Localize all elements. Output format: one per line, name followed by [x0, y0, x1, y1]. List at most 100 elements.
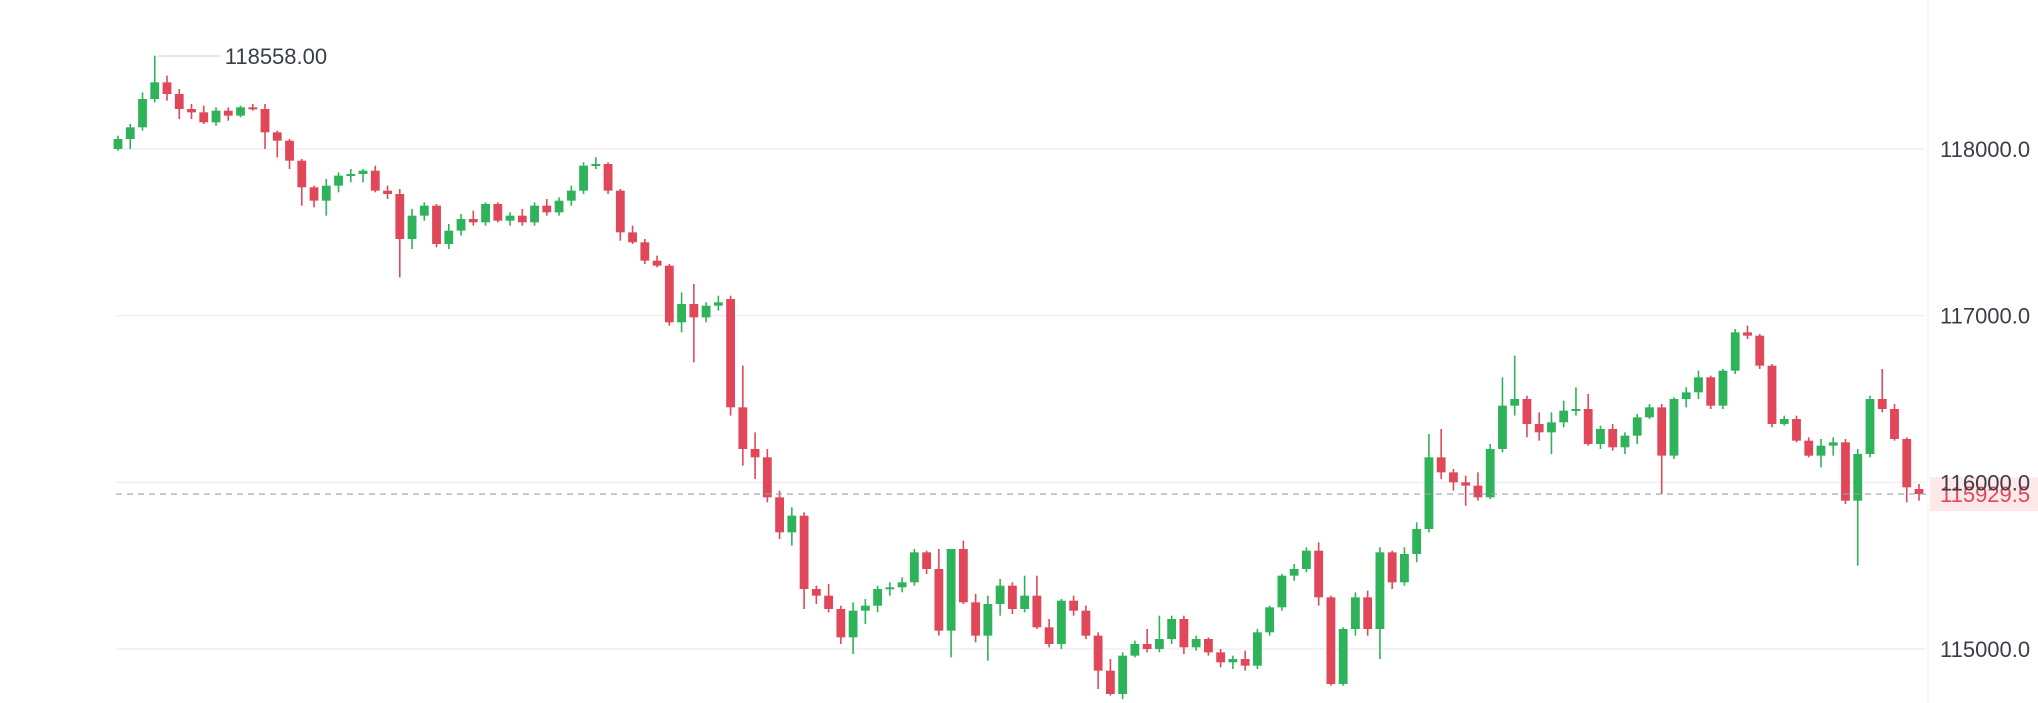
candle: [1351, 592, 1360, 636]
candle: [750, 432, 760, 479]
candle: [1828, 437, 1838, 456]
candle: [885, 582, 895, 596]
y-axis: 115000.0 116000.0 117000.0 118000.0: [1940, 137, 2030, 662]
candle-body: [848, 610, 858, 638]
candle: [517, 209, 527, 226]
candle-body: [664, 265, 674, 323]
candle-body: [1093, 635, 1103, 671]
candle: [1252, 629, 1262, 669]
candle: [1044, 619, 1054, 648]
candle-body: [407, 215, 417, 239]
candle: [1632, 414, 1642, 444]
candle: [860, 599, 870, 624]
annotations: 118558.00 115929.5: [116, 44, 2038, 512]
candle-body: [579, 165, 588, 191]
candle-body: [1792, 419, 1801, 441]
candle-body: [1326, 597, 1336, 684]
candle-body: [1596, 429, 1605, 444]
candle-body: [1547, 422, 1556, 433]
candle-body: [1338, 629, 1348, 684]
candle: [505, 212, 515, 226]
candle: [1240, 650, 1250, 671]
candle: [334, 172, 343, 193]
candle: [934, 549, 944, 636]
candle: [738, 365, 748, 466]
candle-body: [223, 110, 233, 116]
candle-body: [787, 515, 797, 533]
y-tick-label: 115000.0: [1940, 637, 2030, 662]
candle: [481, 202, 490, 226]
candle-body: [971, 602, 981, 636]
candle-body: [1522, 399, 1532, 424]
candle-body: [946, 549, 956, 631]
candle-body: [419, 205, 429, 216]
candle-body: [1387, 552, 1397, 583]
candle: [787, 507, 797, 546]
candle: [909, 549, 919, 586]
candle: [1081, 605, 1091, 639]
candle-body: [1105, 670, 1115, 694]
candle: [799, 512, 809, 609]
candle: [150, 55, 160, 103]
candle: [395, 189, 405, 278]
candle: [113, 135, 123, 151]
candle: [1779, 415, 1789, 426]
candle-body: [174, 94, 184, 109]
candle-body: [321, 185, 331, 201]
candle: [321, 179, 331, 216]
candle-body: [1485, 449, 1495, 498]
candle-body: [1510, 399, 1520, 406]
candle: [995, 579, 1005, 616]
candle: [836, 605, 846, 644]
candle-body: [187, 109, 196, 113]
candle-body: [1608, 429, 1618, 448]
candle: [1804, 437, 1814, 458]
candle: [1608, 424, 1618, 451]
candle: [1314, 542, 1324, 606]
candle: [223, 107, 233, 121]
candle-body: [236, 107, 245, 116]
candle-body: [125, 127, 135, 139]
candle: [1338, 627, 1348, 686]
candle: [1191, 635, 1201, 651]
candle-body: [1694, 377, 1703, 393]
candle-body: [113, 139, 123, 149]
candle-body: [1571, 409, 1581, 411]
candle: [1289, 564, 1299, 581]
candle: [211, 107, 221, 126]
candle: [1436, 429, 1446, 479]
last-price-label: 115929.5: [1940, 482, 2030, 507]
candle-body: [1865, 399, 1875, 454]
candle-body: [1841, 442, 1850, 501]
candle: [1412, 522, 1422, 563]
candle-body: [1559, 410, 1569, 423]
candle-body: [1681, 392, 1691, 399]
candle: [615, 189, 625, 241]
candle-body: [750, 449, 760, 458]
candle: [1841, 439, 1850, 504]
candle-body: [1804, 440, 1814, 456]
candle: [493, 202, 503, 223]
candle-body: [297, 160, 307, 188]
candle: [1228, 655, 1238, 669]
candle-body: [272, 132, 282, 141]
candle-body: [1534, 424, 1544, 433]
candle: [1902, 437, 1912, 503]
candle: [248, 104, 258, 111]
candle-body: [738, 407, 748, 449]
candle: [1326, 595, 1336, 686]
candle: [1583, 394, 1593, 446]
candle-body: [370, 170, 380, 191]
candle: [689, 284, 699, 363]
candle: [1669, 397, 1679, 459]
candle-body: [1828, 442, 1838, 446]
candle-body: [1375, 552, 1385, 629]
candle-body: [1620, 435, 1630, 448]
y-tick-label: 117000.0: [1940, 304, 2030, 329]
candle: [1363, 590, 1373, 636]
candle: [1032, 575, 1042, 629]
candle-body: [346, 174, 356, 176]
candle-body: [1167, 619, 1177, 639]
candle: [701, 302, 711, 323]
